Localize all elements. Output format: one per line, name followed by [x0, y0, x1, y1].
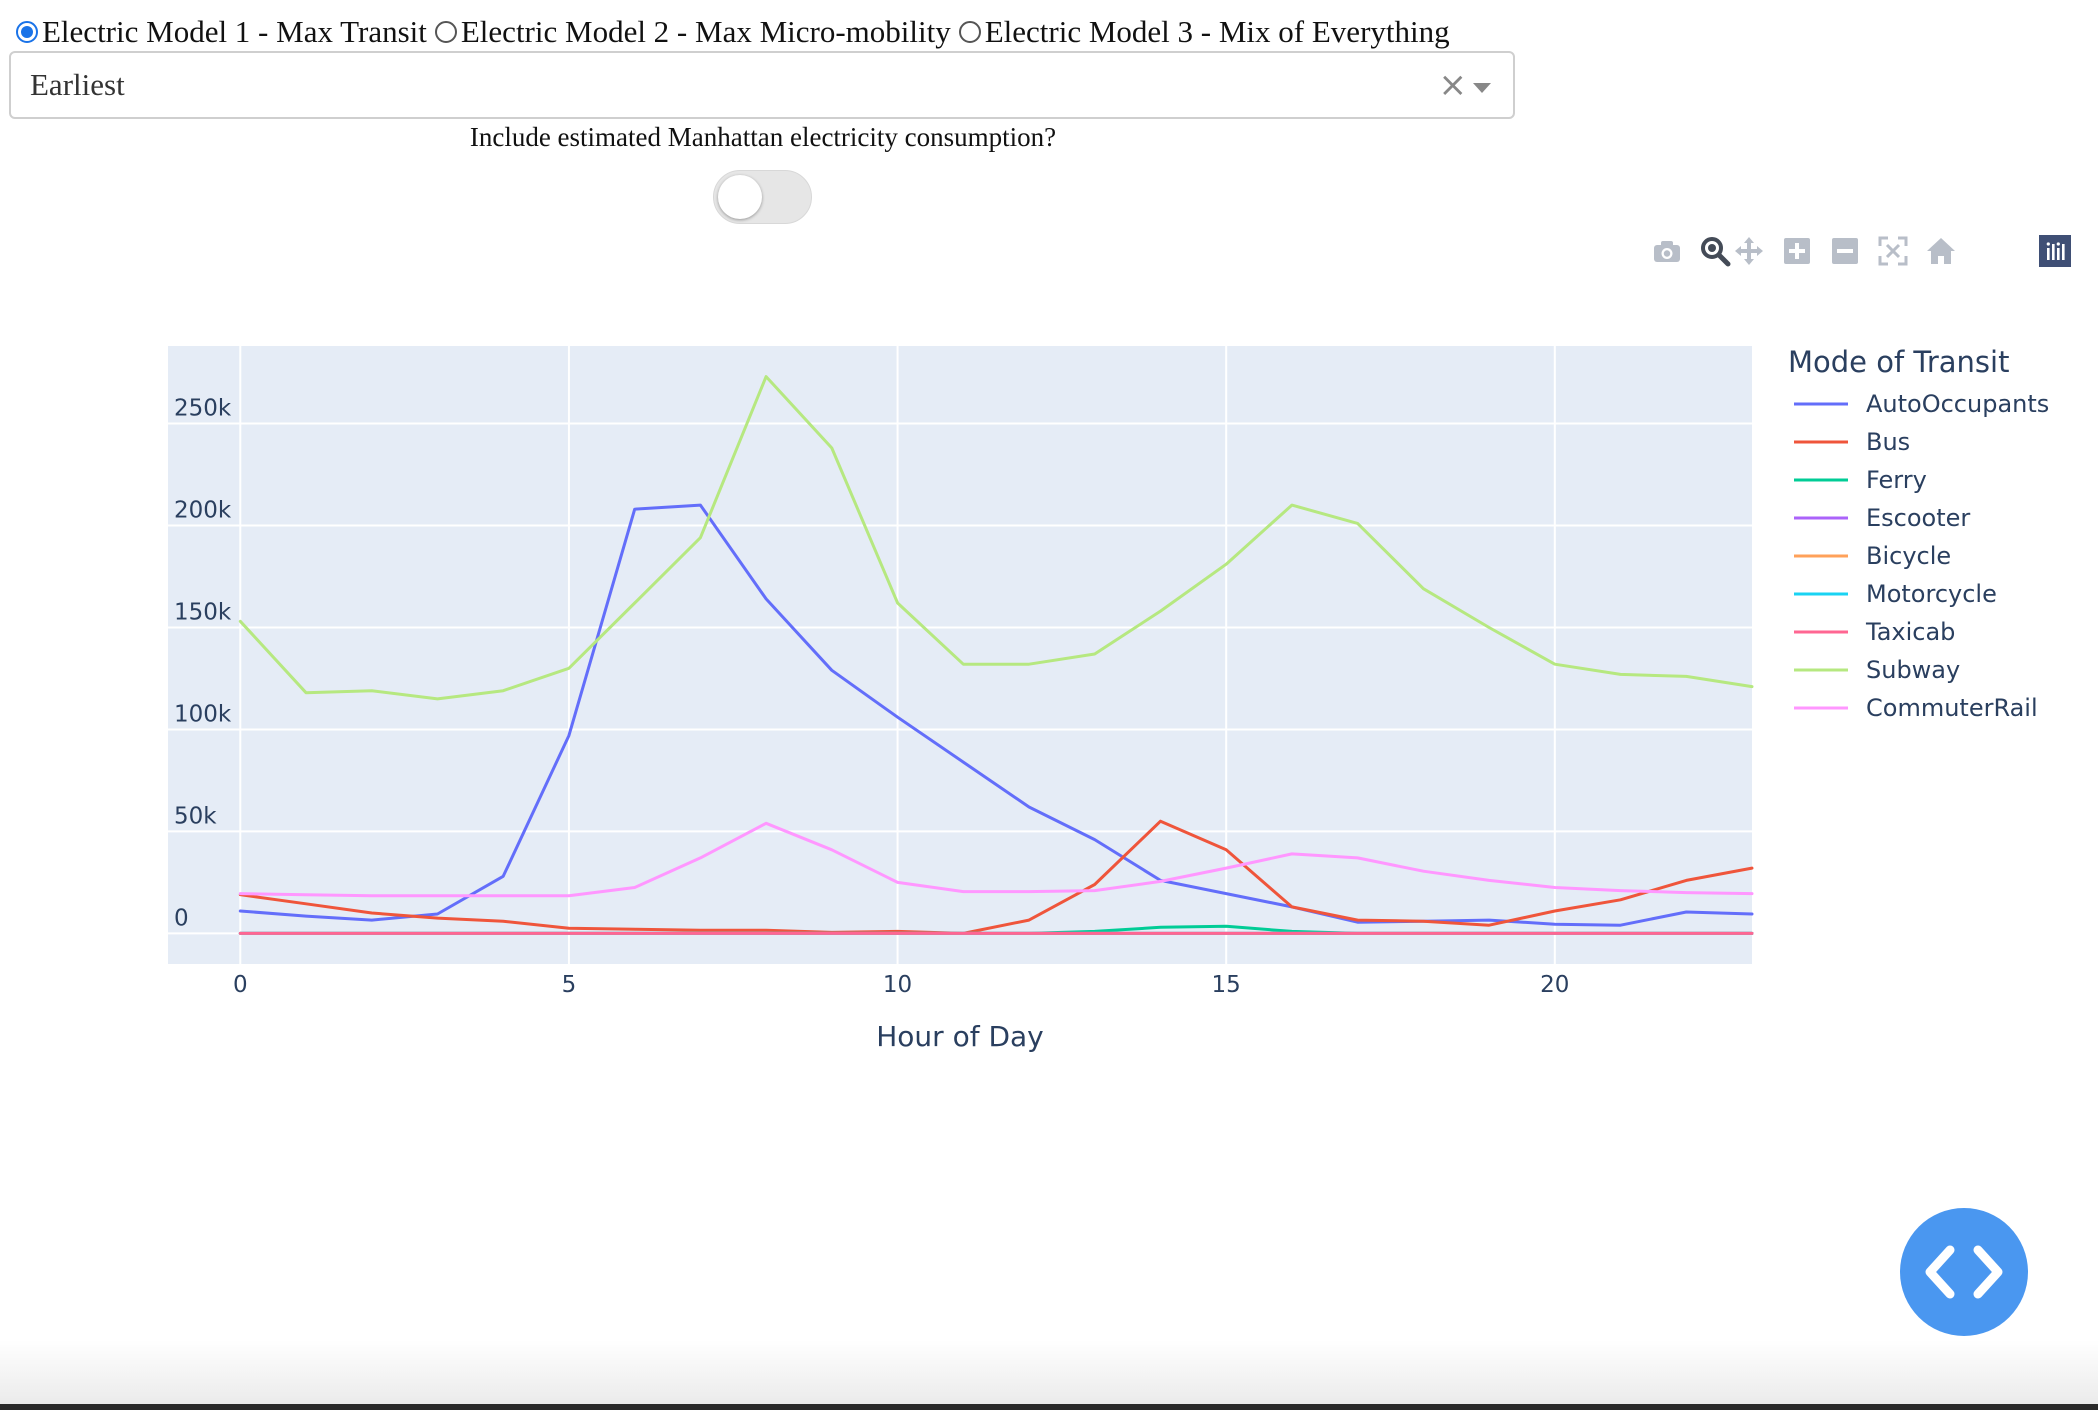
pan-icon[interactable] — [1732, 234, 1766, 268]
code-icon — [1925, 1245, 2003, 1299]
radio-option-label: Electric Model 1 - Max Transit — [42, 14, 427, 49]
series-line-commuterrail[interactable] — [238, 821, 1754, 898]
electric-model-radio-group: Electric Model 1 - Max Transit Electric M… — [16, 12, 1458, 52]
radio-option-label: Electric Model 3 - Mix of Everything — [984, 14, 1450, 49]
legend-item-subway[interactable]: Subway — [1794, 656, 1960, 684]
radio-option-model-3[interactable]: Electric Model 3 - Mix of Everything — [958, 14, 1450, 50]
plotly-logo-icon[interactable] — [2038, 234, 2072, 268]
time-select-dropdown[interactable]: Earliest × — [9, 51, 1515, 119]
legend-item-bicycle[interactable]: Bicycle — [1794, 542, 1951, 570]
y-tick-label: 200k — [174, 497, 232, 523]
x-axis-title: Hour of Day — [876, 1020, 1044, 1053]
legend-title: Mode of Transit — [1788, 345, 2009, 379]
radio-button[interactable] — [958, 21, 981, 43]
legend-item-motorcycle[interactable]: Motorcycle — [1794, 580, 1997, 608]
toggle-knob — [718, 175, 762, 219]
series-lines — [238, 375, 1754, 935]
y-tick-label: 100k — [174, 701, 232, 727]
legend-item-bus[interactable]: Bus — [1794, 428, 1910, 456]
zoom-in-icon[interactable] — [1780, 234, 1814, 268]
consumption-toggle-label: Include estimated Manhattan electricity … — [469, 122, 1057, 152]
chart-modebar — [1650, 234, 2072, 268]
reset-axes-icon[interactable] — [1924, 234, 1958, 268]
zoom-out-icon[interactable] — [1828, 234, 1862, 268]
radio-option-model-2[interactable]: Electric Model 2 - Max Micro-mobility — [434, 14, 951, 50]
legend-label: Bus — [1866, 428, 1910, 456]
legend-item-ferry[interactable]: Ferry — [1794, 466, 1927, 494]
legend-label: AutoOccupants — [1866, 390, 2049, 418]
y-tick-label: 50k — [174, 803, 217, 829]
legend-label: Motorcycle — [1866, 580, 1997, 608]
transit-line-chart: 0 5 10 15 20 0 50k 100k 150k 200k 250k Hour of Day… — [168, 345, 2049, 1053]
tick-labels: 0 5 10 15 20 0 50k 100k 150k 200k 250k — [174, 396, 1569, 998]
legend-label: Taxicab — [1865, 618, 1955, 646]
zoom-icon[interactable] — [1698, 234, 1732, 268]
window-bottom-edge — [0, 1340, 2098, 1410]
y-tick-label: 0 — [174, 905, 189, 931]
x-tick-label: 0 — [233, 972, 248, 998]
radio-option-model-1[interactable]: Electric Model 1 - Max Transit — [16, 14, 427, 50]
series-line-autooccupants[interactable] — [238, 503, 1754, 927]
clear-selection-icon[interactable]: × — [1438, 65, 1468, 105]
chevron-down-icon[interactable] — [1473, 83, 1491, 93]
legend-item-taxicab[interactable]: Taxicab — [1794, 618, 1955, 646]
x-tick-label: 15 — [1212, 972, 1241, 998]
legend-item-autooccupants[interactable]: AutoOccupants — [1794, 390, 2049, 418]
legend-item-escooter[interactable]: Escooter — [1794, 504, 1970, 532]
legend-label: Escooter — [1866, 504, 1970, 532]
y-tick-label: 250k — [174, 396, 232, 422]
legend-label: CommuterRail — [1866, 694, 2038, 722]
series-line-bus[interactable] — [238, 819, 1754, 935]
radio-button[interactable] — [16, 21, 38, 43]
camera-icon[interactable] — [1650, 234, 1684, 268]
series-line-subway[interactable] — [238, 375, 1754, 701]
dropdown-selected-value: Earliest — [30, 67, 125, 102]
y-tick-label: 150k — [174, 599, 232, 625]
legend-item-commuterrail[interactable]: CommuterRail — [1794, 694, 2038, 722]
radio-button[interactable] — [434, 21, 457, 43]
plot-area — [168, 346, 1752, 964]
radio-option-label: Electric Model 2 - Max Micro-mobility — [460, 14, 951, 49]
consumption-toggle[interactable] — [713, 170, 812, 224]
x-tick-label: 10 — [883, 972, 912, 998]
x-tick-label: 20 — [1540, 972, 1569, 998]
window-bottom-border — [0, 1404, 2098, 1410]
legend-label: Subway — [1866, 656, 1960, 684]
x-tick-label: 5 — [562, 972, 577, 998]
dev-tools-button[interactable] — [1900, 1208, 2028, 1336]
legend-label: Ferry — [1866, 466, 1927, 494]
legend-label: Bicycle — [1866, 542, 1951, 570]
legend: Mode of Transit AutoOccupants Bus Ferry Esco… — [1788, 345, 2049, 722]
autoscale-icon[interactable] — [1876, 234, 1910, 268]
